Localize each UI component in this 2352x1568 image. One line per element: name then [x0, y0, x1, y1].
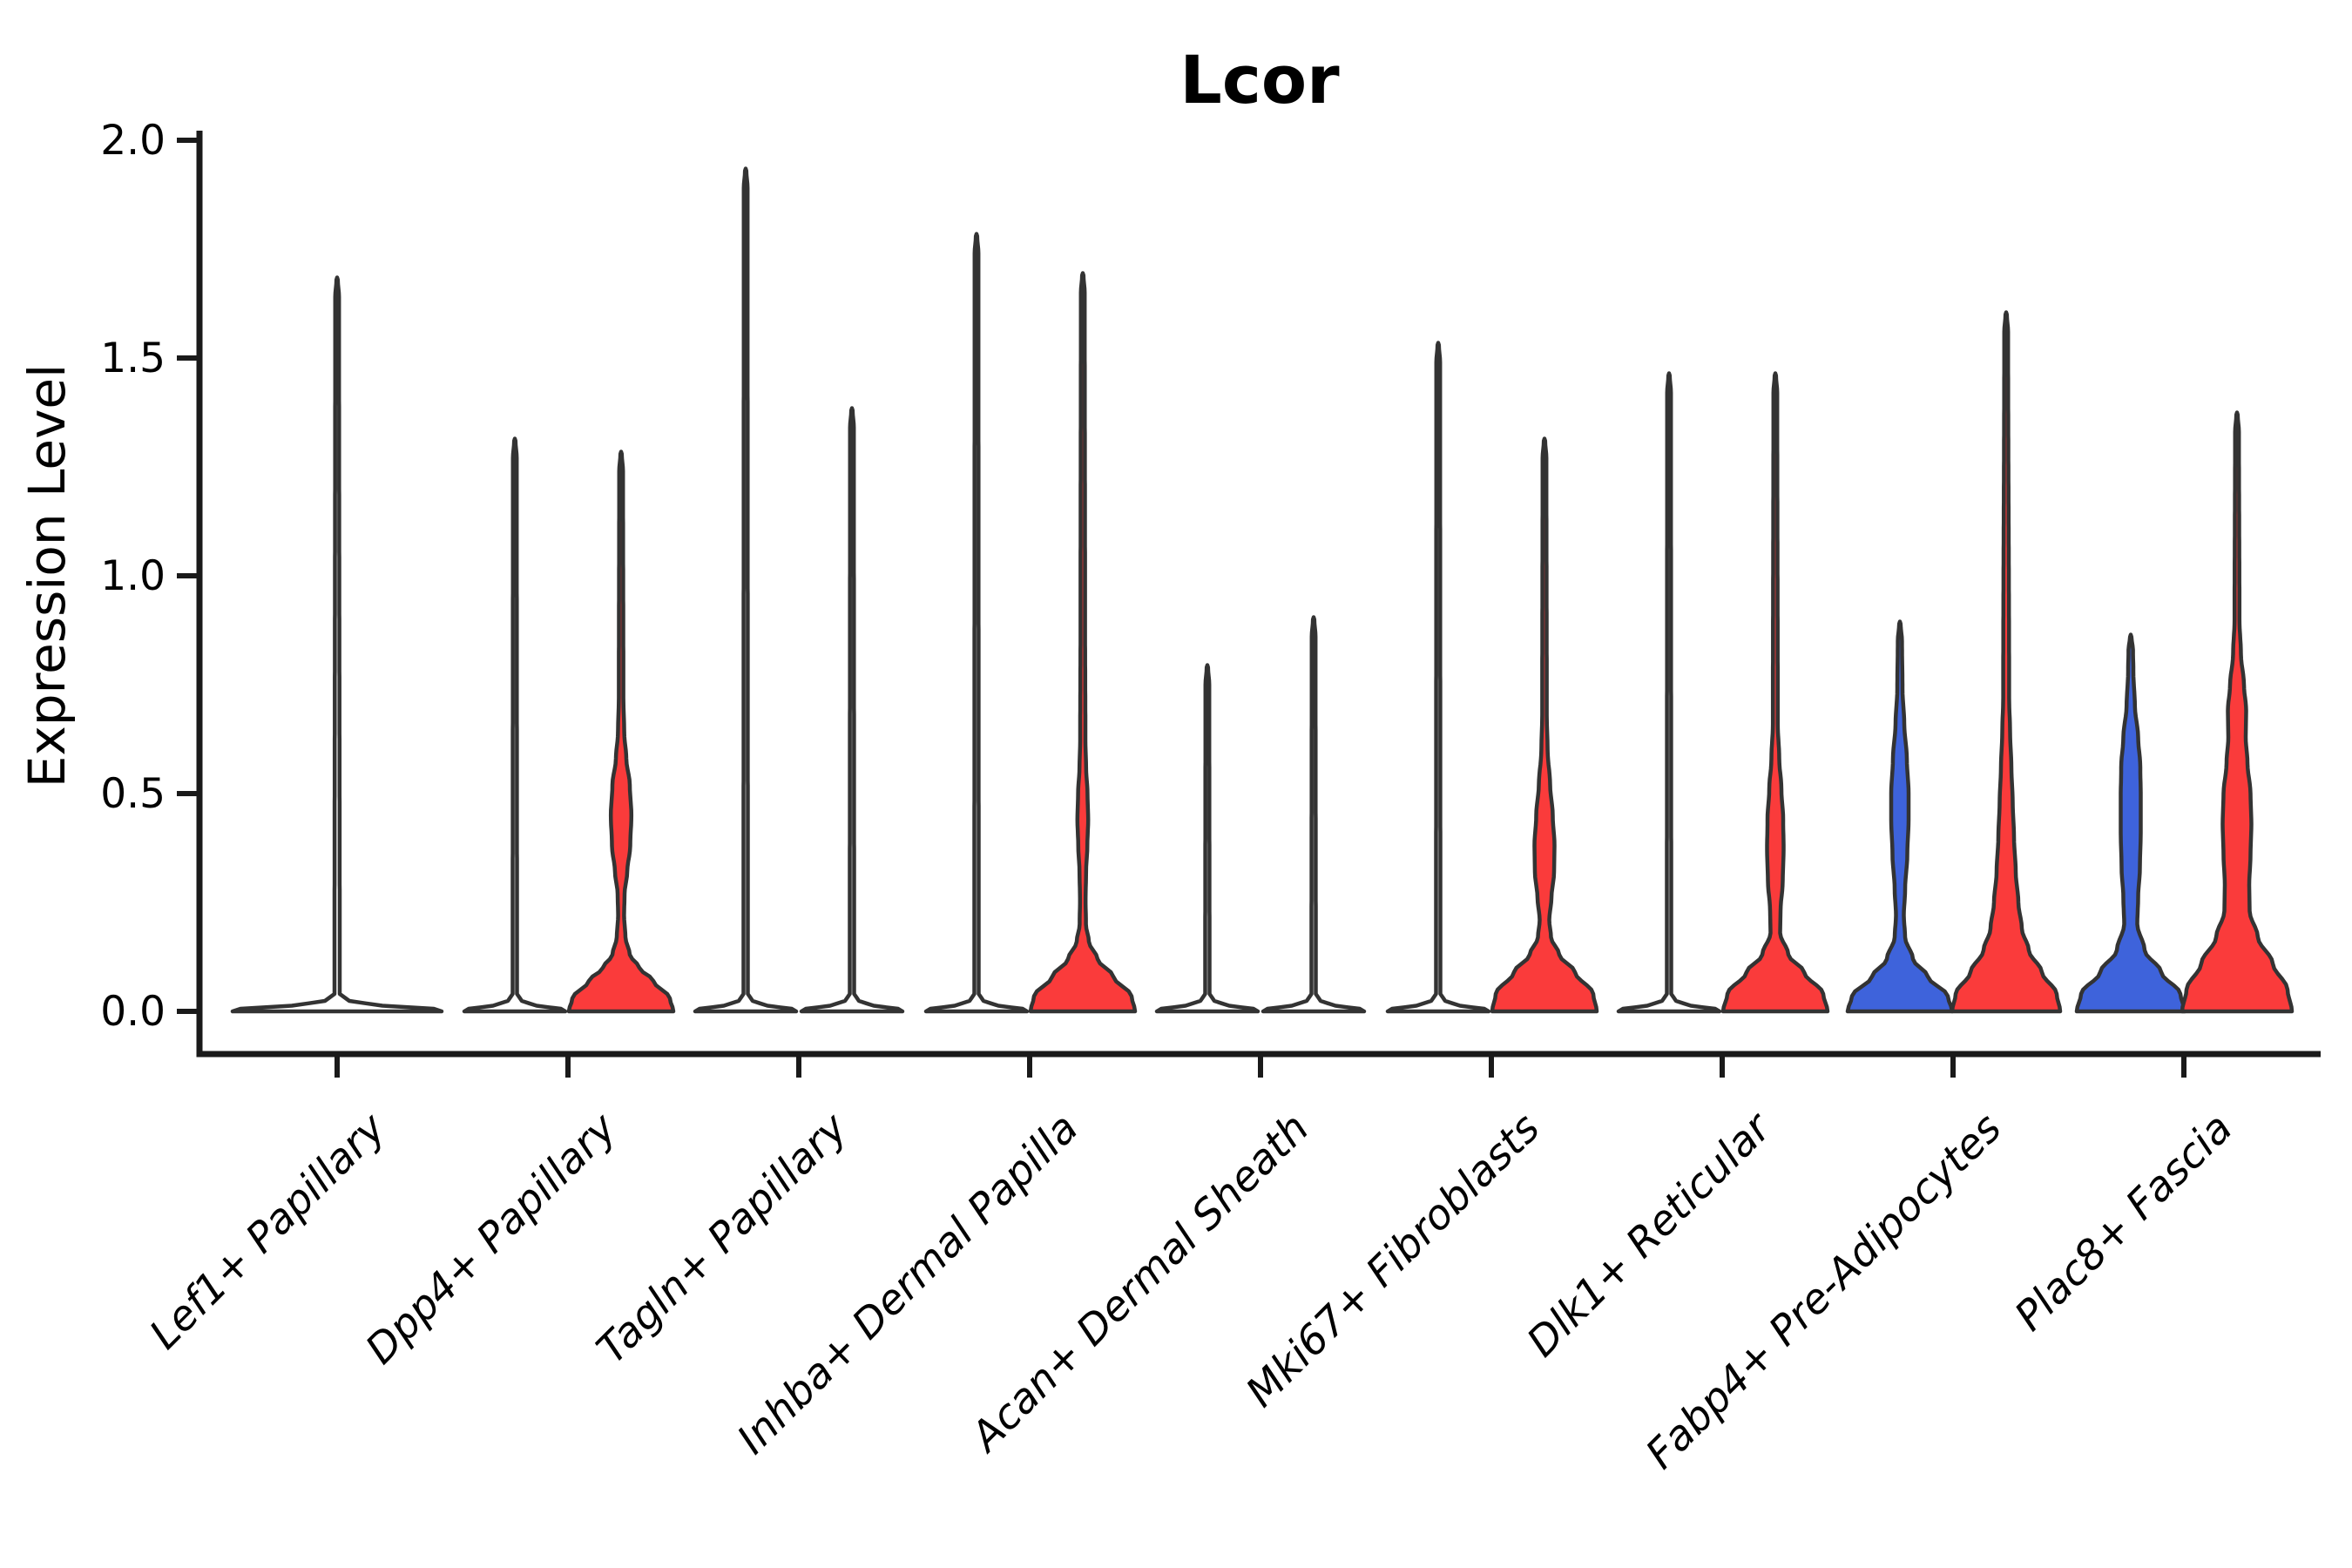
violin-acan-dermal-sheath-left: [1154, 663, 1260, 1014]
violin-inhba-dermal-papilla-right: [1028, 271, 1138, 1014]
y-axis-label: Expression Level: [17, 364, 77, 787]
violin-fabp4-pre-adipocytes-left: [1845, 619, 1955, 1014]
violin-lef1-papillary-single: [230, 275, 444, 1014]
violin-mki67-fibroblasts-left: [1385, 341, 1491, 1014]
violin-acan-dermal-sheath-right: [1260, 615, 1367, 1014]
violin-plac8-fascia-left: [2074, 632, 2187, 1014]
violin-tagln-papillary-right: [799, 406, 905, 1014]
x-tick-label: Dpp4+ Papillary: [356, 1104, 626, 1374]
violin-mki67-fibroblasts-right: [1490, 436, 1599, 1014]
violin-shapes: [230, 166, 2295, 1014]
x-tick-label: Dlk1+ Reticular: [1518, 1103, 1782, 1367]
y-tick-label: 1.0: [100, 552, 166, 600]
y-tick-label: 1.5: [100, 335, 166, 382]
x-tick-label: Lef1+ Papillary: [140, 1104, 395, 1359]
x-tick-label: Tagln+ Papillary: [588, 1104, 858, 1374]
y-tick-label: 0.5: [100, 770, 166, 818]
violin-plac8-fascia-right: [2180, 410, 2295, 1014]
y-tick-label: 2.0: [100, 117, 166, 165]
y-tick-label: 0.0: [100, 988, 166, 1036]
violin-dpp4-papillary-right: [566, 449, 676, 1014]
x-tick-label: Plac8+ Fascia: [2005, 1105, 2241, 1341]
violin-dlk1-reticular-right: [1720, 371, 1830, 1014]
chart-title: Lcor: [1179, 41, 1340, 118]
y-axis-ticks: 0.0 0.5 1.0 1.5 2.0: [100, 117, 199, 1036]
violin-dpp4-papillary-left: [462, 436, 568, 1014]
violin-inhba-dermal-papilla-left: [923, 232, 1030, 1014]
violin-dlk1-reticular-left: [1616, 371, 1722, 1014]
violin-tagln-papillary-left: [693, 166, 799, 1014]
violin-fabp4-pre-adipocytes-right: [1950, 310, 2063, 1014]
